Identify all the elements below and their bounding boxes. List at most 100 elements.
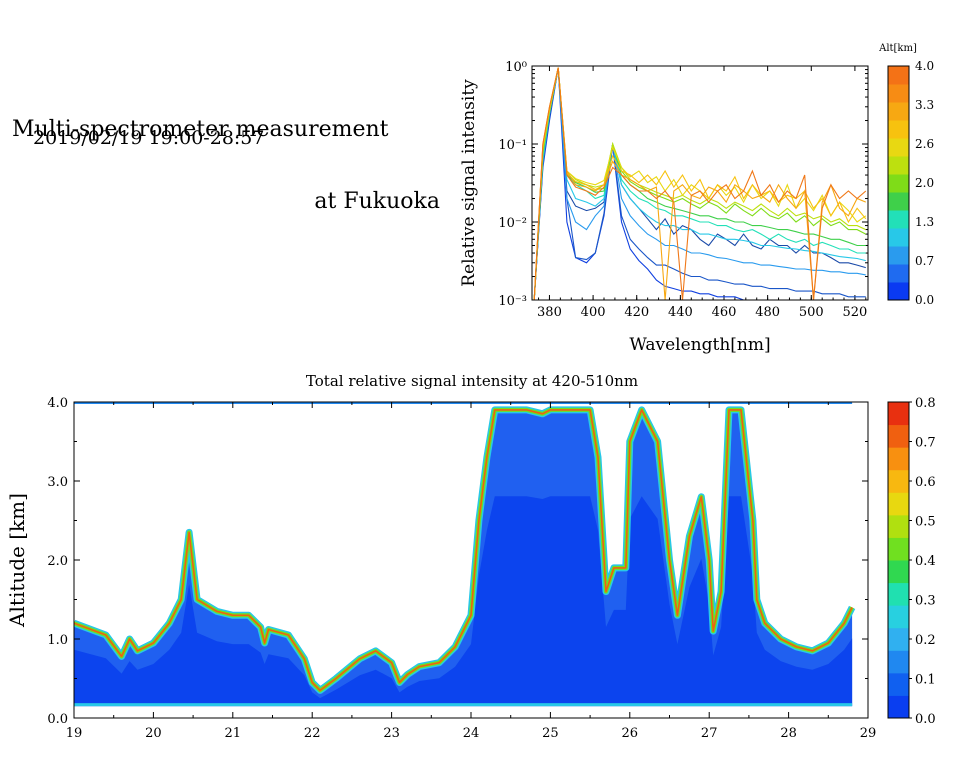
spectrum-y-tick-label: 10⁻¹ [498, 138, 527, 153]
spectrum-plot-frame [531, 65, 869, 301]
spectrum-x-tick-label: 500 [799, 305, 824, 320]
altitude-colorbar-tick-label: 1.3 [915, 215, 934, 229]
heatmap-x-tick-label: 24 [463, 726, 480, 741]
altitude-colorbar-swatch [888, 282, 909, 301]
heatmap-y-tick-label: 1.0 [47, 633, 68, 648]
intensity-colorbar-swatch [888, 605, 909, 629]
spectrum-x-tick-label: 520 [842, 305, 867, 320]
intensity-colorbar-swatch [888, 537, 909, 561]
intensity-colorbar-swatch [888, 514, 909, 538]
heatmap-y-tick-label: 0.0 [47, 712, 68, 727]
spectrum-series-group [533, 67, 867, 300]
altitude-colorbar-tick-label: 4.0 [915, 59, 934, 73]
altitude-colorbar-swatch [888, 156, 909, 175]
intensity-colorbar-tick-label: 0.5 [915, 515, 936, 530]
intensity-colorbar-tick-label: 0.2 [915, 633, 936, 648]
altitude-colorbar-swatch [888, 66, 909, 85]
intensity-colorbar-tick-label: 0.6 [915, 475, 936, 490]
heatmap-x-tick-label: 19 [66, 726, 83, 741]
heatmap-y-tick-label: 3.0 [47, 475, 68, 490]
heatmap-y-tick-label: 2.0 [47, 554, 68, 569]
heatmap-x-tick-label: 29 [860, 726, 877, 741]
spectrum-series-line [533, 67, 867, 300]
heatmap-x-tick-label: 21 [225, 726, 242, 741]
spectrum-x-tick-label: 380 [537, 305, 562, 320]
spectrum-x-tick-label: 480 [755, 305, 780, 320]
heatmap-x-tick-label: 25 [542, 726, 559, 741]
heatmap-edge-orange [74, 409, 853, 692]
spectrum-x-tick-label: 460 [712, 305, 737, 320]
intensity-colorbar-tick-label: 0.7 [915, 436, 936, 451]
altitude-colorbar-swatch [888, 192, 909, 211]
intensity-colorbar-tick-label: 0.3 [915, 594, 936, 609]
intensity-colorbar-tick-label: 0.8 [915, 396, 936, 411]
altitude-colorbar-swatch [888, 120, 909, 139]
intensity-colorbar-tick-label: 0.0 [915, 712, 936, 727]
heatmap-top-strip [74, 402, 853, 404]
altitude-colorbar-swatch [888, 138, 909, 157]
spectrum-series-line [533, 67, 867, 300]
spectrum-y-tick-label: 10⁰ [505, 60, 527, 75]
heatmap-title: Total relative signal intensity at 420-5… [306, 372, 638, 390]
heatmap-x-tick-label: 27 [701, 726, 718, 741]
altitude-colorbar-swatch [888, 246, 909, 265]
altitude-colorbar-tick-label: 2.0 [915, 176, 934, 190]
heatmap-x-tick-label: 20 [145, 726, 162, 741]
intensity-colorbar-swatch [888, 582, 909, 606]
spectrum-x-tick-label: 420 [624, 305, 649, 320]
spectrum-series-line [533, 67, 866, 300]
spectrum-series-line [533, 67, 866, 300]
spectrum-y-axis-label: Relative signal intensity [459, 79, 479, 287]
altitude-colorbar-swatch [888, 210, 909, 229]
altitude-colorbar-swatch [888, 174, 909, 193]
heatmap-bottom-strip [74, 703, 853, 707]
altitude-colorbar-swatch [888, 264, 909, 283]
altitude-colorbar-tick-label: 0.7 [915, 254, 934, 268]
altitude-colorbar-tick-label: 3.3 [915, 98, 934, 112]
altitude-colorbar-swatch [888, 102, 909, 121]
intensity-colorbar-swatch [888, 492, 909, 516]
heatmap-x-tick-label: 28 [780, 726, 797, 741]
heatmap-y-axis-label: Altitude [km] [5, 493, 29, 628]
heatmap-ticks: 19 20 21 22 23 24 25 26 27 28 29 0.0 1.0 2.0 3.0 4.0 [47, 396, 876, 741]
spectrum-ticks: 380 400 420 440 460 480 500 520 10⁻³ 10⁻² 10⁻¹ 10⁰ [498, 60, 868, 320]
spectrum-series-line [533, 67, 867, 300]
intensity-colorbar: 0.0 0.1 0.2 0.3 0.4 0.5 0.6 0.7 0.8 [887, 396, 936, 727]
spectrum-x-tick-label: 440 [668, 305, 693, 320]
intensity-colorbar-swatch [888, 560, 909, 584]
altitude-colorbar: 0.0 0.7 1.3 2.0 2.6 3.3 4.0 [887, 59, 934, 307]
intensity-colorbar-swatch [888, 424, 909, 448]
chart-title-line2: at Fukuoka [314, 189, 440, 214]
spectrum-y-tick-label: 10⁻³ [498, 294, 527, 309]
intensity-colorbar-swatch [888, 627, 909, 651]
heatmap-core-region [74, 496, 853, 707]
intensity-colorbar-swatch [888, 402, 909, 426]
heatmap-x-tick-label: 26 [622, 726, 639, 741]
heatmap-x-tick-label: 23 [383, 726, 400, 741]
spectrum-y-tick-label: 10⁻² [498, 216, 527, 231]
intensity-colorbar-tick-label: 0.1 [915, 673, 936, 688]
altitude-colorbar-frame [887, 65, 910, 301]
heatmap-x-tick-label: 22 [304, 726, 321, 741]
intensity-colorbar-swatch [888, 469, 909, 493]
altitude-colorbar-tick-label: 2.6 [915, 137, 934, 151]
spectrum-x-tick-label: 400 [581, 305, 606, 320]
intensity-colorbar-swatch [888, 672, 909, 696]
intensity-colorbar-tick-label: 0.4 [915, 554, 936, 569]
altitude-colorbar-tick-label: 0.0 [915, 293, 934, 307]
heatmap-y-tick-label: 4.0 [47, 396, 68, 411]
measurement-time-range: 2019/02/19 19:00-28:57 [33, 127, 265, 149]
spectrum-x-axis-label: Wavelength[nm] [629, 335, 770, 355]
altitude-colorbar-swatch [888, 84, 909, 103]
heatmap-plot [74, 402, 856, 707]
spectrum-series-line [533, 67, 866, 300]
spectrum-series-line [533, 67, 866, 300]
altitude-colorbar-title: Alt[km] [878, 43, 917, 54]
intensity-colorbar-swatch [888, 695, 909, 719]
altitude-colorbar-swatch [888, 228, 909, 247]
intensity-colorbar-swatch [888, 447, 909, 471]
chart-title-line1: Multi-spectrometer measurement [12, 117, 389, 142]
intensity-colorbar-swatch [888, 650, 909, 674]
chart-title-block: Multi-spectrometer measurement at Fukuok… [12, 70, 440, 238]
